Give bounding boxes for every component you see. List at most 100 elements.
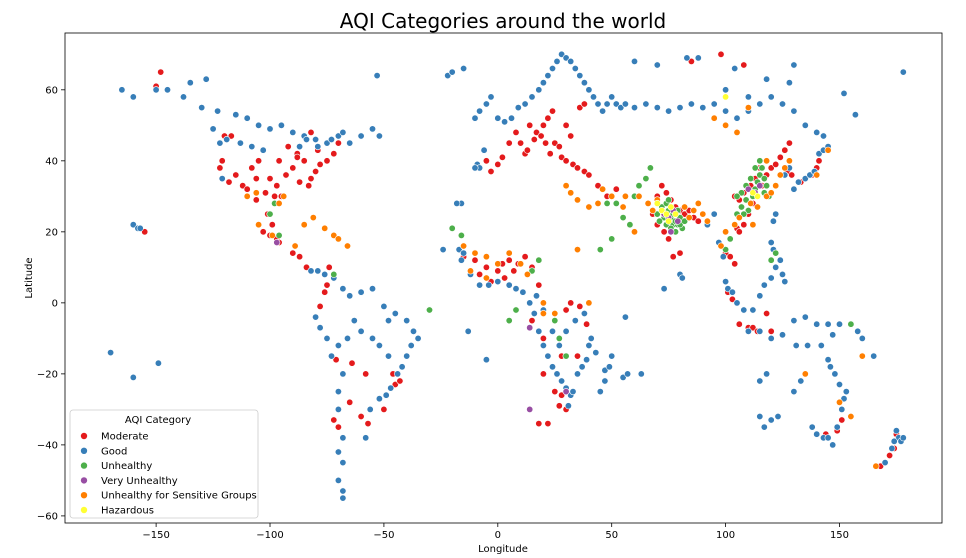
data-point bbox=[321, 288, 329, 296]
data-point bbox=[792, 341, 800, 349]
data-point bbox=[517, 139, 525, 147]
data-point bbox=[694, 199, 702, 207]
data-point bbox=[722, 121, 730, 129]
data-point bbox=[277, 121, 285, 129]
data-point bbox=[530, 309, 538, 317]
data-point bbox=[781, 278, 789, 286]
legend-label: Hazardous bbox=[101, 506, 154, 517]
data-point bbox=[722, 246, 730, 254]
data-point bbox=[892, 427, 900, 435]
data-point bbox=[312, 313, 320, 321]
data-point bbox=[375, 395, 383, 403]
data-point bbox=[129, 373, 137, 381]
data-point bbox=[567, 189, 575, 197]
data-point bbox=[744, 327, 752, 335]
data-point bbox=[460, 249, 468, 257]
data-point bbox=[612, 185, 620, 193]
data-point bbox=[665, 235, 673, 243]
data-point bbox=[801, 175, 809, 183]
data-point bbox=[794, 178, 802, 186]
data-point bbox=[521, 100, 529, 108]
data-point bbox=[309, 214, 317, 222]
data-point bbox=[282, 171, 290, 179]
data-point bbox=[580, 79, 588, 87]
data-point bbox=[334, 388, 342, 396]
legend-box bbox=[69, 409, 259, 519]
data-point bbox=[756, 100, 764, 108]
data-point bbox=[676, 104, 684, 112]
data-point bbox=[699, 210, 707, 218]
data-point bbox=[289, 249, 297, 257]
data-point bbox=[758, 164, 766, 172]
data-point bbox=[767, 256, 775, 264]
data-point bbox=[681, 203, 689, 211]
data-point bbox=[248, 164, 256, 172]
data-point bbox=[482, 274, 490, 282]
data-point bbox=[553, 57, 561, 65]
data-point bbox=[826, 363, 834, 371]
data-point bbox=[785, 139, 793, 147]
data-point bbox=[528, 267, 536, 275]
data-point bbox=[847, 412, 855, 420]
data-point bbox=[293, 153, 301, 161]
data-point bbox=[562, 352, 570, 360]
data-point bbox=[662, 210, 670, 218]
data-point bbox=[323, 157, 331, 165]
data-point bbox=[216, 139, 224, 147]
data-point bbox=[580, 309, 588, 317]
data-point bbox=[649, 207, 657, 215]
data-point bbox=[790, 61, 798, 69]
data-point bbox=[573, 246, 581, 254]
series-unhealthy-for-sensitive-groups bbox=[243, 104, 880, 470]
data-point bbox=[562, 121, 570, 129]
data-point bbox=[603, 199, 611, 207]
data-point bbox=[460, 242, 468, 250]
legend-marker bbox=[80, 432, 88, 440]
data-point bbox=[619, 203, 627, 211]
data-point bbox=[466, 267, 474, 275]
data-point bbox=[665, 196, 673, 204]
data-point bbox=[703, 217, 711, 225]
data-point bbox=[136, 224, 144, 232]
data-point bbox=[494, 114, 502, 122]
data-point bbox=[824, 146, 832, 154]
series-hazardous bbox=[653, 93, 761, 225]
data-point bbox=[243, 114, 251, 122]
data-point bbox=[323, 139, 331, 147]
data-point bbox=[343, 334, 351, 342]
data-point bbox=[532, 128, 540, 136]
data-point bbox=[273, 239, 281, 247]
data-point bbox=[539, 370, 547, 378]
data-point bbox=[505, 249, 513, 257]
legend-label: Good bbox=[101, 446, 127, 457]
data-point bbox=[838, 405, 846, 413]
data-point bbox=[296, 253, 304, 261]
data-point bbox=[357, 288, 365, 296]
y-axis-label: Latitude bbox=[24, 257, 35, 298]
data-point bbox=[268, 231, 276, 239]
data-point bbox=[528, 93, 536, 101]
data-point bbox=[202, 75, 210, 83]
legend-marker bbox=[80, 461, 88, 470]
data-point bbox=[840, 395, 848, 403]
data-point bbox=[747, 175, 755, 183]
data-point bbox=[669, 253, 677, 261]
data-point bbox=[829, 331, 837, 339]
data-point bbox=[790, 317, 798, 325]
data-point bbox=[722, 93, 730, 101]
data-point bbox=[744, 207, 752, 215]
data-point bbox=[753, 203, 761, 211]
legend-marker bbox=[80, 446, 88, 455]
data-point bbox=[539, 334, 547, 342]
data-point bbox=[569, 388, 577, 396]
data-point bbox=[605, 363, 613, 371]
data-point bbox=[334, 132, 342, 140]
data-point bbox=[334, 341, 342, 349]
data-point bbox=[498, 153, 506, 161]
data-point bbox=[380, 302, 388, 310]
data-point bbox=[585, 171, 593, 179]
series-unhealthy bbox=[266, 157, 855, 360]
data-point bbox=[289, 128, 297, 136]
data-point bbox=[407, 341, 415, 349]
data-point bbox=[334, 448, 342, 456]
